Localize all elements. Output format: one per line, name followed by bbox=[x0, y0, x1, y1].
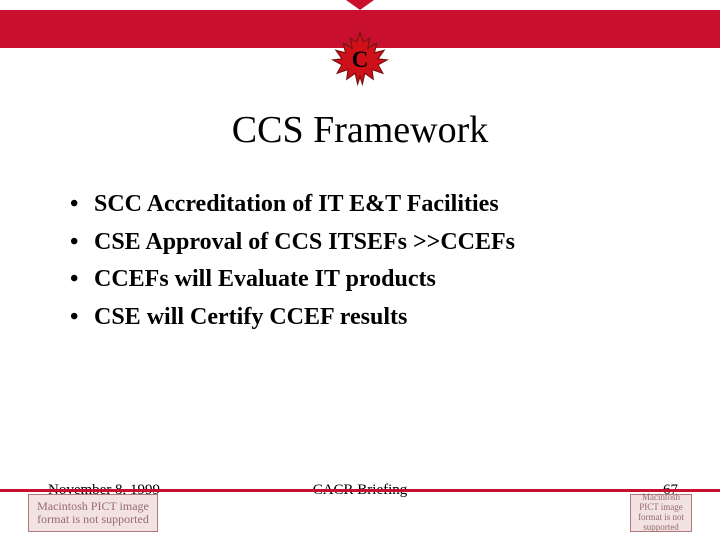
bullet-item: SCC Accreditation of IT E&T Facilities bbox=[70, 188, 720, 222]
logo-letter: C bbox=[352, 47, 368, 72]
maple-leaf-icon: C bbox=[330, 30, 390, 90]
bullet-item: CSE will Certify CCEF results bbox=[70, 301, 720, 335]
bullet-item: CCEFs will Evaluate IT products bbox=[70, 263, 720, 297]
banner-triangle-icon bbox=[346, 0, 374, 10]
image-placeholder-right: Macintosh PICT image format is not suppo… bbox=[630, 494, 692, 532]
maple-leaf-logo: C bbox=[330, 30, 390, 95]
footer-divider bbox=[0, 489, 720, 492]
bullet-item: CSE Approval of CCS ITSEFs >>CCEFs bbox=[70, 226, 720, 260]
page-title: CCS Framework bbox=[0, 108, 720, 152]
image-placeholder-left: Macintosh PICT image format is not suppo… bbox=[28, 494, 158, 532]
bullet-list: SCC Accreditation of IT E&T Facilities C… bbox=[70, 188, 720, 334]
